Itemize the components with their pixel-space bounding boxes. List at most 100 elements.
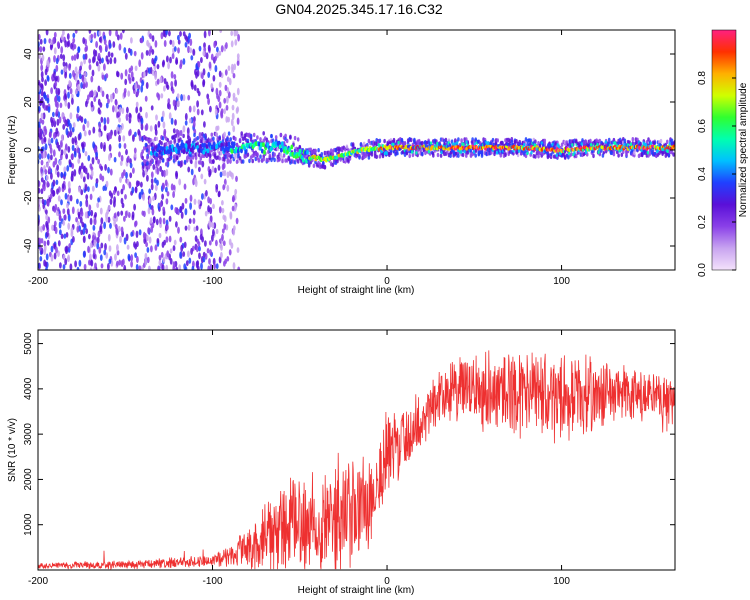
spectrogram-cell <box>221 228 225 234</box>
spectrogram-cell <box>155 114 158 121</box>
spectrogram-cell <box>62 30 65 36</box>
spectrogram-cell <box>56 210 59 217</box>
spectrogram-cell <box>128 181 132 189</box>
spectrogram-cell <box>68 79 71 88</box>
spectrogram-cell <box>99 254 103 261</box>
spectrogram-cell <box>194 155 198 161</box>
spectrogram-cell <box>215 239 218 247</box>
spectrogram-cell <box>74 66 78 74</box>
spectrogram-cell <box>123 87 127 94</box>
spectrogram-cell <box>64 143 68 151</box>
spectrogram-cell <box>133 152 137 158</box>
spectrogram-cell <box>43 136 47 143</box>
spectrogram-cell <box>207 97 211 106</box>
spectrogram-cell <box>156 63 160 70</box>
spectrogram-cell <box>461 152 465 158</box>
spectrogram-cell <box>554 142 557 146</box>
spectrogram-cell <box>378 154 382 159</box>
spectrogram-cell <box>221 200 224 206</box>
spectrogram-cell <box>176 155 179 160</box>
spectrogram-cell <box>415 151 418 155</box>
spectrogram-cell <box>67 214 71 222</box>
spectrogram-cell <box>68 72 72 79</box>
spectrogram-cell <box>155 152 159 158</box>
spectrogram-cell <box>224 258 228 265</box>
spectrogram-cell <box>177 39 181 45</box>
spectrogram-cell <box>39 256 43 262</box>
spectrogram-cell <box>54 226 58 235</box>
spectrogram-cell <box>176 93 180 99</box>
spectrogram-cell <box>448 143 452 147</box>
spectrogram-cell <box>296 159 300 164</box>
spectrogram-cell <box>193 198 197 205</box>
spectrogram-cell <box>196 136 199 141</box>
spectrogram-cell <box>192 209 196 216</box>
spectrogram-cell <box>619 140 622 145</box>
spectrogram-cell <box>236 247 240 254</box>
spectrogram-cell <box>123 142 127 150</box>
spectrogram-cell <box>44 79 47 86</box>
spectrogram-cell <box>150 150 153 156</box>
spectrogram-cell <box>78 259 82 267</box>
spectrogram-cell <box>46 180 49 188</box>
spectrogram-cell <box>480 150 484 155</box>
spectrogram-cell <box>602 151 605 155</box>
spectrogram-cell <box>42 46 46 52</box>
spectrogram-cell <box>236 106 240 113</box>
spectrogram-cell <box>149 161 152 167</box>
spectrogram-cell <box>46 59 50 67</box>
spectrogram-cell <box>252 132 256 138</box>
spectrogram-cell <box>390 149 393 153</box>
spectrogram-cell <box>75 217 78 223</box>
spectrogram-cell <box>170 117 174 125</box>
spectrogram-cell <box>196 108 200 116</box>
spectrogram-cell <box>235 217 239 225</box>
spectrogram-cell <box>193 132 196 138</box>
spectrogram-cell <box>195 62 199 71</box>
spectrogram-cell <box>100 142 103 150</box>
spectrogram-cell <box>52 111 55 118</box>
spectrogram-cell <box>179 236 183 243</box>
spectrogram-cell <box>42 112 46 120</box>
spectrogram-cell <box>44 68 48 76</box>
spectrogram-cell <box>411 150 414 154</box>
spectrogram-cell <box>122 258 125 266</box>
spectrogram-cell <box>92 224 96 231</box>
spectrogram-cell <box>479 141 482 146</box>
spectrogram-cell <box>453 142 457 146</box>
spectrogram-cell <box>201 142 205 148</box>
spectrogram-cell <box>219 151 223 156</box>
spectrogram-cell <box>120 226 124 234</box>
spectrogram-cell <box>116 190 120 197</box>
spectrogram-cell <box>207 265 211 270</box>
spectrogram-cell <box>182 58 186 65</box>
spectrogram-cell <box>64 71 67 79</box>
spectrogram-cell <box>351 142 355 147</box>
spectrogram-cell <box>560 142 564 147</box>
spectrogram-cell <box>188 257 192 264</box>
spectrogram-cell <box>82 250 86 258</box>
spectrogram-cell <box>135 263 139 270</box>
spectrogram-cell <box>165 198 169 205</box>
spectrogram-cell <box>87 186 90 193</box>
spectrogram-cell <box>396 151 399 156</box>
spectrogram-cell <box>64 246 68 253</box>
spectrogram-cell <box>206 148 210 154</box>
spectrogram-cell <box>208 61 212 69</box>
spectrogram-cell <box>293 135 297 141</box>
spectrogram-cell <box>41 146 45 152</box>
spectrogram-cell <box>81 221 85 228</box>
spectrogram-cell <box>411 152 415 158</box>
x-tick-label: -100 <box>203 276 223 287</box>
spectrogram-cell <box>55 179 59 186</box>
spectrogram-cell <box>78 115 82 122</box>
spectrogram-cell <box>258 146 262 151</box>
spectrogram-cell <box>38 180 41 188</box>
spectrogram-cell <box>231 63 234 71</box>
spectrogram-cell <box>55 246 58 254</box>
spectrogram-cell <box>79 73 82 80</box>
spectrogram-cell <box>145 123 149 131</box>
spectrogram-cell <box>199 139 203 144</box>
spectrogram-cell <box>80 82 83 89</box>
spectrogram-cell <box>147 150 151 155</box>
